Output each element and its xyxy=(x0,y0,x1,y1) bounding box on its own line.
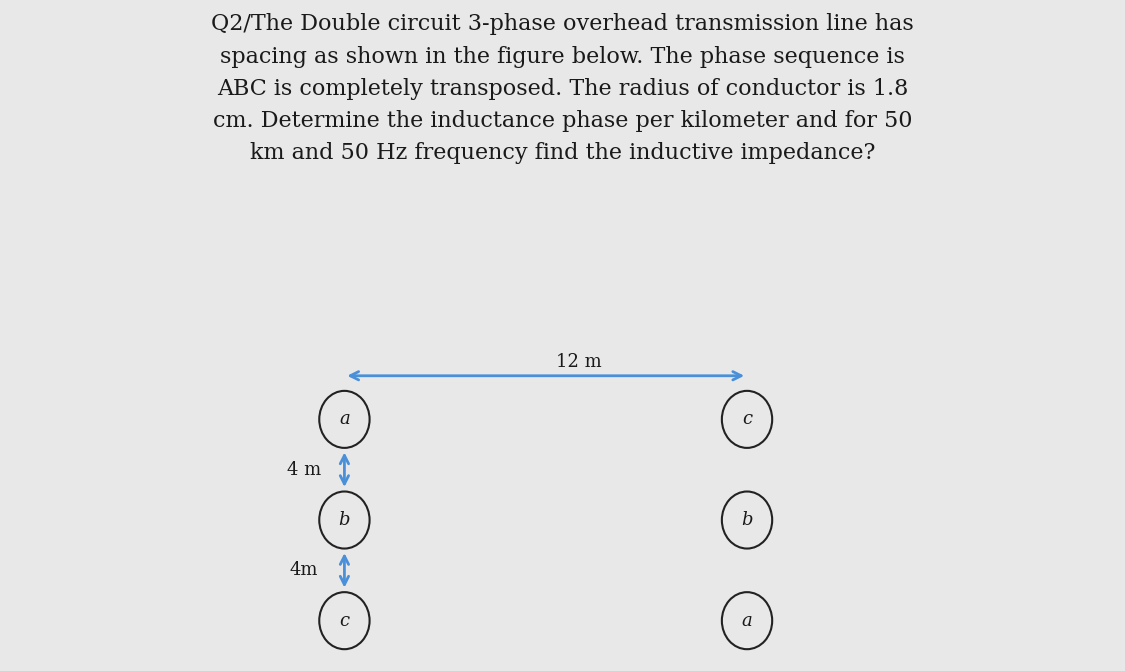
Text: Q2/The Double circuit 3-phase overhead transmission line has
spacing as shown in: Q2/The Double circuit 3-phase overhead t… xyxy=(212,13,914,164)
Text: b: b xyxy=(741,511,753,529)
Text: b: b xyxy=(339,511,350,529)
Text: 4 m: 4 m xyxy=(287,461,322,478)
Text: c: c xyxy=(340,612,350,629)
Text: c: c xyxy=(742,411,753,428)
Text: a: a xyxy=(741,612,753,629)
Text: 4m: 4m xyxy=(290,562,318,579)
Text: a: a xyxy=(339,411,350,428)
Text: 12 m: 12 m xyxy=(557,353,602,370)
